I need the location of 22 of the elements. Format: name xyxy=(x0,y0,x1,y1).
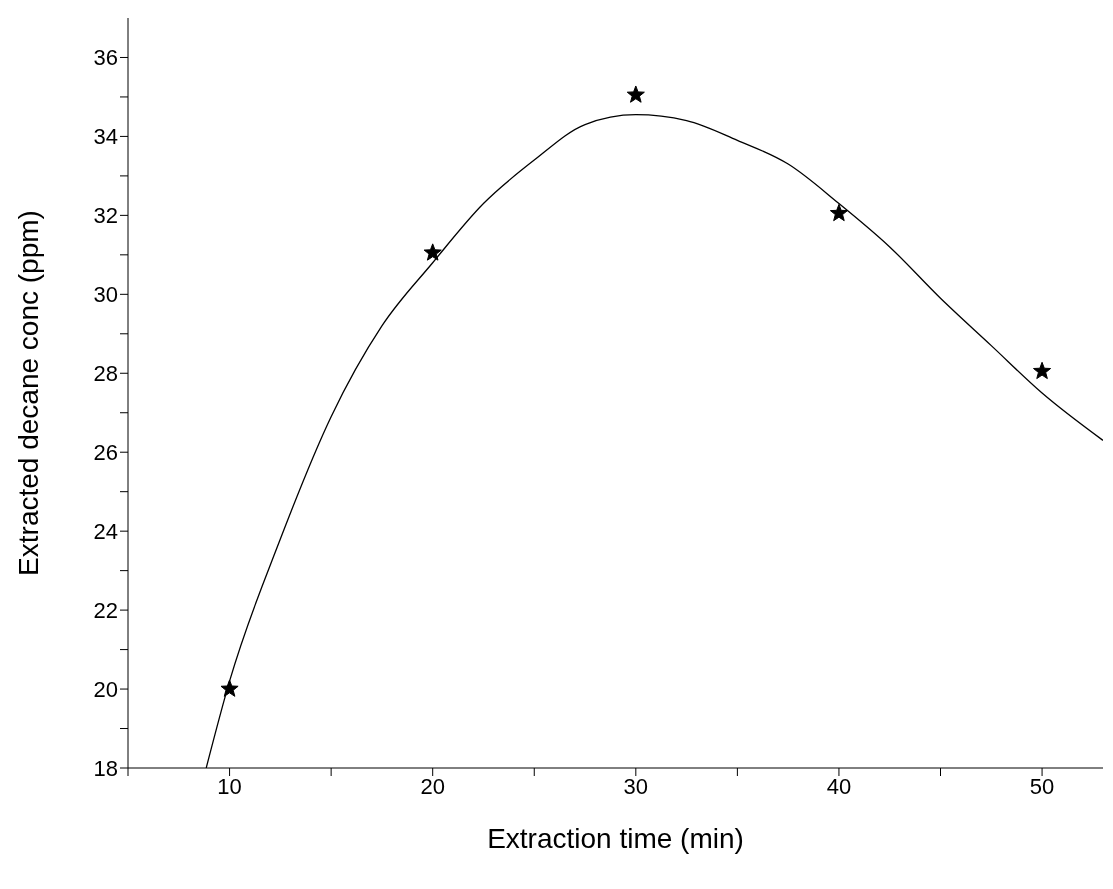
x-tick-label: 20 xyxy=(420,773,445,799)
y-tick-label: 34 xyxy=(93,124,118,150)
x-tick-label: 30 xyxy=(623,773,649,799)
y-axis-title: Extracted decane conc (ppm) xyxy=(12,210,44,576)
point xyxy=(1033,361,1052,380)
point xyxy=(626,85,645,103)
x-tick-label: 50 xyxy=(1029,773,1055,799)
x-axis-title: Extraction time (min) xyxy=(487,823,744,854)
y-tick-label: 26 xyxy=(93,440,118,466)
y-tick-label: 32 xyxy=(93,203,118,229)
y-tick-label: 22 xyxy=(93,597,118,623)
point xyxy=(829,203,848,222)
point xyxy=(423,243,442,261)
y-tick-label: 36 xyxy=(93,45,118,71)
y-tick-label: 30 xyxy=(93,282,118,308)
point xyxy=(220,679,239,697)
y-tick-label: 18 xyxy=(93,755,118,781)
y-tick-label: 28 xyxy=(93,361,118,387)
x-tick-label: 10 xyxy=(217,773,242,799)
y-tick-label: 24 xyxy=(93,518,118,544)
x-tick-label: 40 xyxy=(826,773,852,799)
y-tick-label: 20 xyxy=(93,676,118,702)
